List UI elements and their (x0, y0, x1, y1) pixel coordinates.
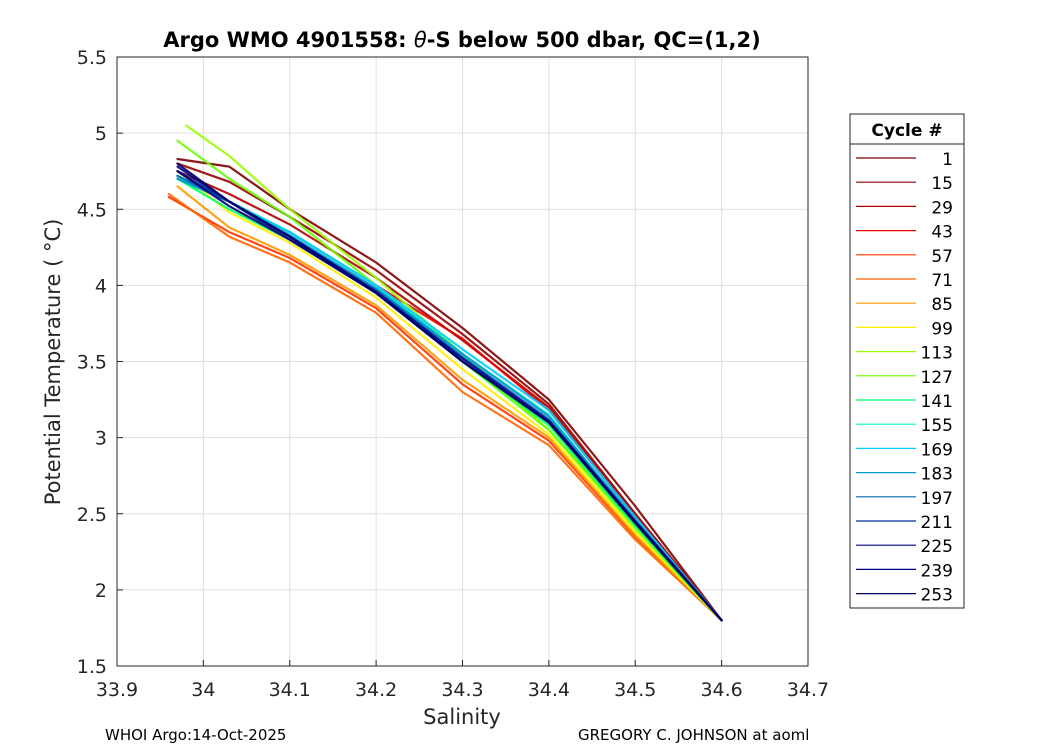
legend-label-cycle-85: 85 (931, 295, 953, 315)
legend-label-cycle-197: 197 (921, 489, 953, 509)
series-line-cycle-169 (176, 174, 723, 622)
legend-title: Cycle # (871, 121, 942, 141)
legend-label-cycle-225: 225 (921, 537, 953, 557)
series-line-cycle-71 (167, 192, 723, 622)
y-axis-label: Potential Temperature ( °C) (41, 219, 65, 506)
legend-label-cycle-183: 183 (921, 465, 953, 485)
legend-box (849, 113, 965, 609)
x-ticks: 33.9 34 34.1 34.2 34.3 34.4 34.5 34.6 34.7 (96, 660, 829, 701)
legend-label-cycle-1: 1 (942, 150, 953, 170)
legend-label-cycle-43: 43 (931, 223, 953, 243)
y-tick-label: 2.5 (77, 504, 107, 526)
series-line-cycle-211 (176, 170, 723, 622)
y-tick-label: 3 (95, 428, 107, 450)
legend-label-cycle-239: 239 (921, 561, 953, 581)
y-ticks: 1.5 2 2.5 3 3.5 4 4.5 5 5.5 (77, 47, 123, 678)
legend-label-cycle-141: 141 (921, 392, 953, 412)
series-line-cycle-197 (176, 174, 723, 622)
x-tick-label: 34.7 (787, 679, 829, 701)
legend-label-cycle-29: 29 (931, 198, 953, 218)
x-tick-label: 34 (191, 679, 215, 701)
series-line-cycle-225 (176, 170, 723, 622)
series-lines (167, 124, 723, 622)
x-tick-label: 33.9 (96, 679, 138, 701)
x-tick-label: 34.6 (700, 679, 742, 701)
legend-label-cycle-57: 57 (931, 247, 953, 267)
series-line-cycle-253 (176, 162, 723, 622)
legend-label-cycle-155: 155 (921, 416, 953, 436)
y-tick-label: 4 (95, 275, 107, 297)
series-line-cycle-29 (176, 170, 723, 622)
x-tick-label: 34.3 (441, 679, 483, 701)
x-axis-label: Salinity (423, 705, 501, 729)
y-tick-label: 5.5 (77, 47, 107, 69)
legend-label-cycle-211: 211 (921, 513, 953, 533)
x-tick-label: 34.5 (614, 679, 656, 701)
legend-label-cycle-169: 169 (921, 440, 953, 460)
series-line-cycle-15 (176, 162, 723, 622)
legend-label-cycle-15: 15 (931, 174, 953, 194)
chart-title: Argo WMO 4901558: θ-S below 500 dbar, QC… (163, 28, 760, 52)
legend-label-cycle-127: 127 (921, 368, 953, 388)
series-line-cycle-99 (176, 170, 723, 622)
series-line-cycle-1 (176, 157, 723, 622)
legend-label-cycle-253: 253 (921, 586, 953, 606)
x-tick-label: 34.1 (269, 679, 311, 701)
x-tick-label: 34.4 (528, 679, 570, 701)
y-tick-label: 5 (95, 123, 107, 145)
footer-left: WHOI Argo:14-Oct-2025 (105, 726, 287, 744)
legend: Cycle # 1 15 29 43 57 71 85 99 113 127 141 155 169 18… (849, 113, 965, 609)
series-line-cycle-85 (176, 185, 723, 622)
y-tick-label: 2 (95, 580, 107, 602)
series-line-cycle-57 (167, 196, 723, 622)
series-line-cycle-239 (176, 165, 723, 622)
x-tick-label: 34.2 (355, 679, 397, 701)
footer-right: GREGORY C. JOHNSON at aoml (578, 726, 810, 744)
legend-label-cycle-71: 71 (931, 271, 953, 291)
series-line-cycle-113 (185, 124, 723, 622)
legend-label-cycle-99: 99 (931, 319, 953, 339)
y-tick-label: 3.5 (77, 352, 107, 374)
y-tick-label: 1.5 (77, 656, 107, 678)
legend-label-cycle-113: 113 (921, 344, 953, 364)
y-tick-label: 4.5 (77, 199, 107, 221)
